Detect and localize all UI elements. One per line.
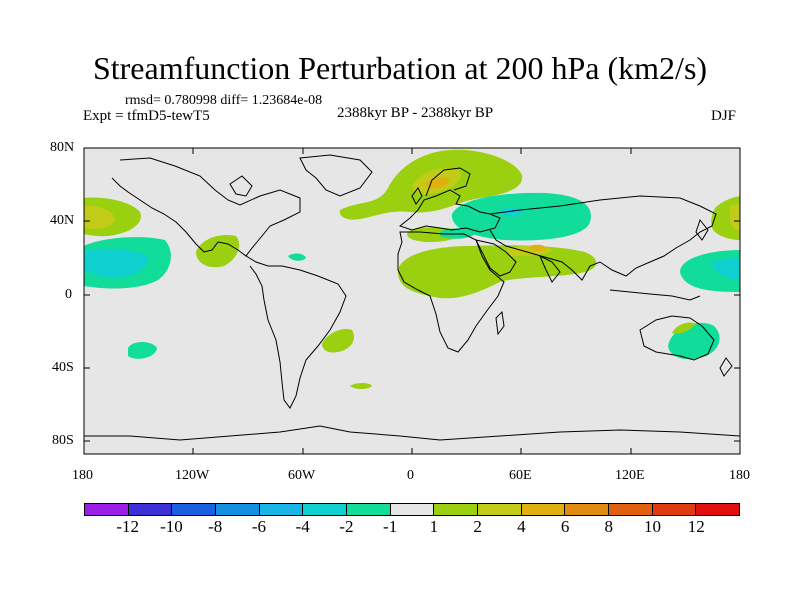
lon-label-0: 0 <box>407 468 414 483</box>
lat-label-40s: 40S <box>52 360 74 375</box>
patch-europe-peak <box>425 176 450 189</box>
colorbar-label: 10 <box>644 517 662 536</box>
coast-japan <box>695 218 709 241</box>
lon-label-60w: 60W <box>288 468 316 483</box>
patch-npac-high <box>729 204 740 232</box>
patch-asia-negative <box>451 192 591 241</box>
colorbar-swatch <box>434 504 479 515</box>
lon-label-120e: 120E <box>615 468 645 483</box>
axis-ticks <box>84 147 740 454</box>
lat-label-0: 0 <box>65 287 72 302</box>
coast-australia <box>639 315 715 361</box>
lon-label-60e: 60E <box>509 468 532 483</box>
colorbar-swatch <box>128 504 173 515</box>
patch-mexico-positive <box>196 234 240 268</box>
colorbar-label: 2 <box>473 517 482 536</box>
coast-greenland <box>299 154 373 197</box>
colorbar-label: -8 <box>208 517 223 536</box>
coast-north-america <box>111 157 301 257</box>
season-label: DJF <box>711 108 737 124</box>
coastlines <box>84 154 741 441</box>
patch-spac-negative <box>128 342 157 359</box>
coast-britain <box>411 187 423 205</box>
colorbar-label: 8 <box>604 517 614 536</box>
colorbar <box>84 503 740 516</box>
colorbar-label: -10 <box>160 517 183 536</box>
colorbar-swatch <box>85 504 129 515</box>
stats-subtitle: rmsd= 0.780998 diff= 1.23684e-08 <box>125 93 323 108</box>
colorbar-swatch <box>347 504 391 515</box>
lat-label-40n: 40N <box>50 213 75 228</box>
colorbar-swatch <box>259 504 304 515</box>
colorbar-swatch <box>652 504 697 515</box>
colorbar-swatch <box>565 504 610 515</box>
patch-epac-north-high <box>84 205 115 230</box>
colorbar-swatch <box>216 504 260 515</box>
coast-madagascar <box>495 310 505 336</box>
colorbar-label: -12 <box>116 517 140 536</box>
patch-satl-positive <box>322 328 355 353</box>
patch-africa-positive <box>398 245 597 299</box>
coast-scandinavia <box>425 167 471 197</box>
experiment-label: Expt = tfmD5-tewT5 <box>83 108 210 124</box>
coast-south-america <box>245 255 347 409</box>
colorbar-swatch <box>478 504 522 515</box>
patch-australia-positive <box>672 322 696 334</box>
chart-title: Streamfunction Perturbation at 200 hPa (… <box>92 50 708 86</box>
lon-label-180-left: 180 <box>72 468 93 483</box>
colorbar-label: 1 <box>429 517 439 536</box>
patch-asia-negative-core <box>498 207 524 217</box>
colorbar-swatch <box>696 504 740 515</box>
lon-label-120w: 120W <box>175 468 210 483</box>
colorbar-label: -1 <box>383 517 398 536</box>
colorbar-label: -4 <box>295 517 310 536</box>
colorbar-swatch <box>609 504 653 515</box>
lat-label-80s: 80S <box>52 433 74 448</box>
coast-hudson <box>229 175 253 197</box>
patch-arabia-peak <box>530 244 547 252</box>
colorbar-label: -6 <box>251 517 266 536</box>
colorbar-swatch <box>390 504 435 515</box>
coast-antarctica <box>84 425 741 441</box>
colorbar-label: 12 <box>687 517 705 536</box>
colorbar-swatch <box>172 504 217 515</box>
anomaly-patches <box>84 149 740 389</box>
patch-epac-south-core <box>84 248 149 278</box>
period-label: 2388kyr BP - 2388kyr BP <box>336 105 494 121</box>
patch-caribbean-negative <box>288 253 306 261</box>
colorbar-swatch <box>303 504 348 515</box>
colorbar-swatch <box>521 504 566 515</box>
coast-new-zealand <box>719 357 733 377</box>
colorbar-label: 4 <box>517 517 526 536</box>
coast-indonesia <box>609 289 701 301</box>
patch-wpac-core <box>712 258 740 280</box>
lon-label-180-right: 180 <box>729 468 750 483</box>
coast-europe <box>398 189 501 233</box>
coast-africa <box>397 231 505 353</box>
colorbar-label: 6 <box>560 517 570 536</box>
lat-label-80n: 80N <box>50 140 75 155</box>
coast-arabia <box>475 239 517 277</box>
patch-satl-small-positive <box>350 383 372 389</box>
coast-india <box>539 254 561 283</box>
colorbar-label: -2 <box>339 517 354 536</box>
